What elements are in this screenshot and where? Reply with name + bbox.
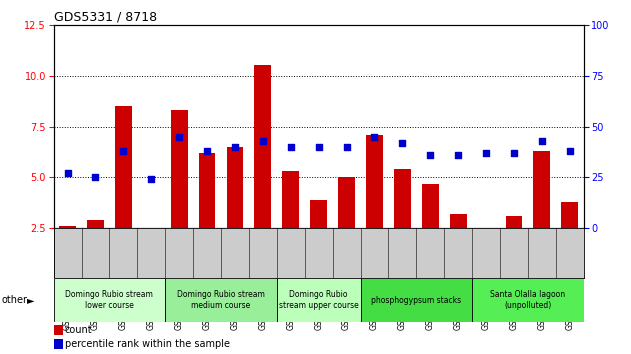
Point — [174, 134, 184, 139]
Bar — [366, 135, 383, 228]
Text: Domingo Rubio stream
medium course: Domingo Rubio stream medium course — [177, 290, 265, 310]
Bar — [59, 226, 76, 228]
Bar — [54, 278, 165, 322]
Text: Santa Olalla lagoon
(unpolluted): Santa Olalla lagoon (unpolluted) — [490, 290, 565, 310]
Bar — [254, 65, 271, 228]
Bar — [562, 202, 578, 228]
Bar — [277, 278, 360, 322]
Point — [425, 152, 435, 158]
Text: Domingo Rubio
stream upper course: Domingo Rubio stream upper course — [279, 290, 358, 310]
Point — [90, 175, 100, 180]
Point — [62, 171, 73, 176]
Point — [202, 148, 212, 154]
Text: count: count — [65, 325, 92, 335]
Bar — [338, 177, 355, 228]
Point — [341, 144, 351, 150]
Text: ►: ► — [27, 295, 34, 305]
Bar — [199, 153, 215, 228]
Point — [453, 152, 463, 158]
Bar — [394, 169, 411, 228]
Text: GDS5331 / 8718: GDS5331 / 8718 — [54, 11, 156, 24]
Bar — [165, 278, 277, 322]
Point — [537, 138, 547, 144]
Bar — [505, 216, 522, 228]
Point — [146, 177, 156, 182]
Bar — [54, 325, 63, 335]
Bar — [533, 151, 550, 228]
Text: Domingo Rubio stream
lower course: Domingo Rubio stream lower course — [66, 290, 153, 310]
Text: phosphogypsum stacks: phosphogypsum stacks — [371, 296, 461, 304]
Point — [369, 134, 379, 139]
Point — [509, 150, 519, 156]
Bar — [360, 278, 472, 322]
Point — [314, 144, 324, 150]
Bar — [115, 106, 132, 228]
Bar — [310, 200, 327, 228]
Text: percentile rank within the sample: percentile rank within the sample — [65, 339, 230, 349]
Bar — [54, 339, 63, 349]
Bar — [171, 110, 187, 228]
Point — [481, 150, 491, 156]
Point — [398, 140, 408, 146]
Point — [565, 148, 575, 154]
Point — [286, 144, 296, 150]
Bar — [450, 214, 466, 228]
Bar — [87, 220, 104, 228]
Point — [230, 144, 240, 150]
Point — [258, 138, 268, 144]
Bar — [227, 147, 244, 228]
Bar — [422, 183, 439, 228]
Bar — [472, 278, 584, 322]
Point — [119, 148, 129, 154]
Bar — [283, 171, 299, 228]
Text: other: other — [1, 295, 27, 305]
